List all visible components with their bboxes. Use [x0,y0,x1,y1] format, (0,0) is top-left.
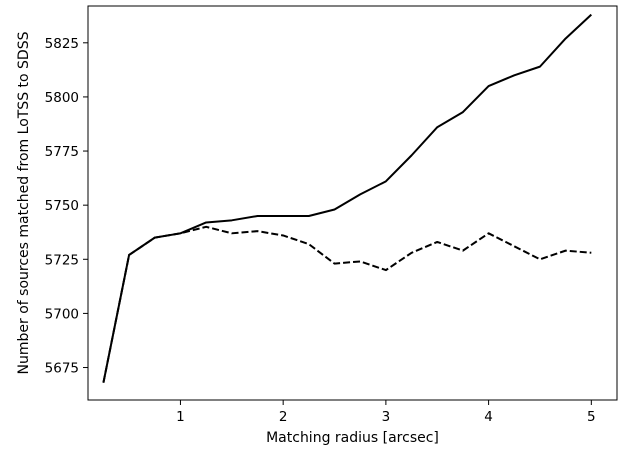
series-line-solid [102,13,592,383]
y-tick-label: 5675 [45,361,79,377]
y-tick-label: 5825 [45,36,79,52]
y-axis-label: Number of sources matched from LoTSS to … [16,31,32,374]
x-tick-label: 1 [176,409,185,425]
x-tick-label: 2 [279,409,288,425]
y-tick-label: 5750 [45,198,79,214]
series-line-dashed [102,225,592,383]
x-tick-label: 5 [587,409,596,425]
x-axis-label: Matching radius [arcsec] [266,430,439,446]
x-tick-label: 4 [484,409,493,425]
y-tick-label: 5725 [45,252,79,268]
plot-frame [87,5,618,401]
y-tick-label: 5700 [45,306,79,322]
ticks-layer: 1 2 3 4 5 5675 5700 5725 5750 5775 5800 5825 [45,36,596,425]
y-tick-label: 5800 [45,90,79,106]
x-tick-label: 3 [382,409,391,425]
y-tick-label: 5775 [45,144,79,160]
series-layer [102,13,592,383]
